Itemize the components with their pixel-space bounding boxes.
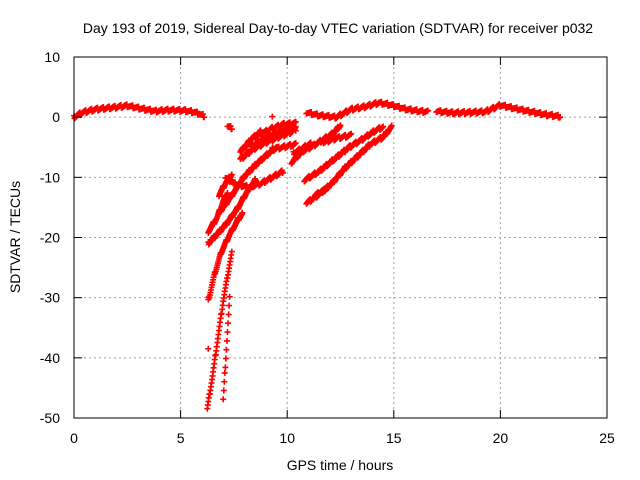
data-segment (220, 293, 233, 403)
data-marks (288, 122, 344, 167)
data-marks (222, 167, 286, 192)
y-tick-label: 0 (52, 109, 60, 125)
y-tick-label: -10 (40, 169, 60, 185)
y-tick-label: -40 (40, 350, 60, 366)
data-marks (433, 101, 564, 121)
data-segment (222, 167, 286, 192)
data-marks (311, 185, 329, 199)
data-marks (256, 118, 299, 139)
tick-labels: 0 5 10 15 20 25 -50 -40 -30 -20 -10 0 10 (40, 49, 615, 446)
data-marks (303, 98, 431, 122)
data-marks (224, 123, 235, 133)
data-segment (224, 123, 235, 133)
data-segment (320, 130, 355, 147)
data-marks (220, 293, 233, 403)
data-marks (269, 113, 276, 120)
data-marks (205, 345, 212, 352)
data-marks (269, 140, 299, 154)
y-tick-label: -30 (40, 290, 60, 306)
data-segment (256, 118, 299, 139)
data-segment (269, 140, 299, 154)
data-segment (311, 185, 329, 199)
series-0 (71, 98, 564, 122)
data-segment (301, 123, 387, 185)
data-marks (204, 248, 235, 412)
data-segment (303, 98, 431, 122)
x-axis-label: GPS time / hours (287, 457, 394, 473)
y-axis-label: SDTVAR / TECUs (7, 181, 23, 293)
chart-title: Day 193 of 2019, Sidereal Day-to-day VTE… (83, 20, 593, 36)
data-segment (288, 122, 344, 167)
data-marks (205, 209, 246, 303)
x-tick-label: 10 (279, 430, 295, 446)
data-marks (320, 130, 355, 147)
x-tick-label: 5 (177, 430, 185, 446)
x-tick-label: 20 (493, 430, 509, 446)
y-tick-label: 10 (44, 49, 60, 65)
x-tick-label: 15 (386, 430, 402, 446)
data-segment (269, 113, 276, 120)
y-tick-label: -50 (40, 410, 60, 426)
data-segment (204, 248, 235, 412)
x-tick-label: 0 (70, 430, 78, 446)
data-segment (205, 345, 212, 352)
series-1 (204, 118, 395, 412)
x-tick-label: 25 (599, 430, 615, 446)
y-tick-label: -20 (40, 230, 60, 246)
data-points (71, 98, 564, 412)
data-segment (433, 101, 564, 121)
axis-ticks (73, 56, 608, 419)
data-segment (205, 209, 246, 303)
data-marks (301, 123, 387, 185)
